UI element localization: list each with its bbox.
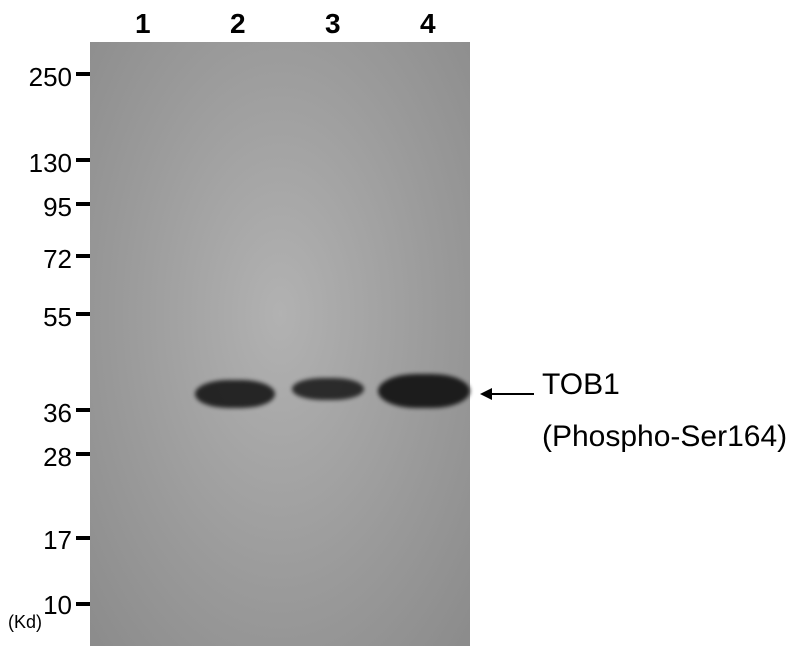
marker-label-17: 17 xyxy=(43,525,72,556)
arrow-head-icon xyxy=(480,388,492,400)
annotation-line2: (Phospho-Ser164) xyxy=(542,420,787,454)
blot-gradient-overlay xyxy=(90,42,470,646)
marker-label-130: 130 xyxy=(29,148,72,179)
arrow-line xyxy=(492,393,534,395)
marker-tick-10 xyxy=(76,602,90,606)
lane-label-2: 2 xyxy=(230,8,246,40)
marker-tick-55 xyxy=(76,312,90,316)
lane-label-3: 3 xyxy=(325,8,341,40)
figure-container: 1 2 3 4 250 130 95 72 55 36 28 17 10 (Kd) TOB1 (… xyxy=(0,0,800,662)
marker-tick-95 xyxy=(76,202,90,206)
marker-label-10: 10 xyxy=(43,590,72,621)
marker-tick-130 xyxy=(76,158,90,162)
marker-tick-72 xyxy=(76,254,90,258)
band-arrow xyxy=(480,388,534,400)
marker-tick-36 xyxy=(76,408,90,412)
band-lane-3 xyxy=(292,378,364,400)
lane-label-4: 4 xyxy=(420,8,436,40)
marker-tick-250 xyxy=(76,72,90,76)
marker-label-95: 95 xyxy=(43,192,72,223)
marker-label-72: 72 xyxy=(43,244,72,275)
marker-label-250: 250 xyxy=(29,62,72,93)
marker-unit-label: (Kd) xyxy=(8,612,42,633)
marker-tick-28 xyxy=(76,452,90,456)
marker-tick-17 xyxy=(76,536,90,540)
band-lane-4 xyxy=(378,374,470,408)
marker-label-55: 55 xyxy=(43,302,72,333)
annotation-line1: TOB1 xyxy=(542,368,620,402)
band-lane-2 xyxy=(195,380,275,408)
marker-label-36: 36 xyxy=(43,398,72,429)
lane-label-1: 1 xyxy=(135,8,151,40)
marker-label-28: 28 xyxy=(43,442,72,473)
